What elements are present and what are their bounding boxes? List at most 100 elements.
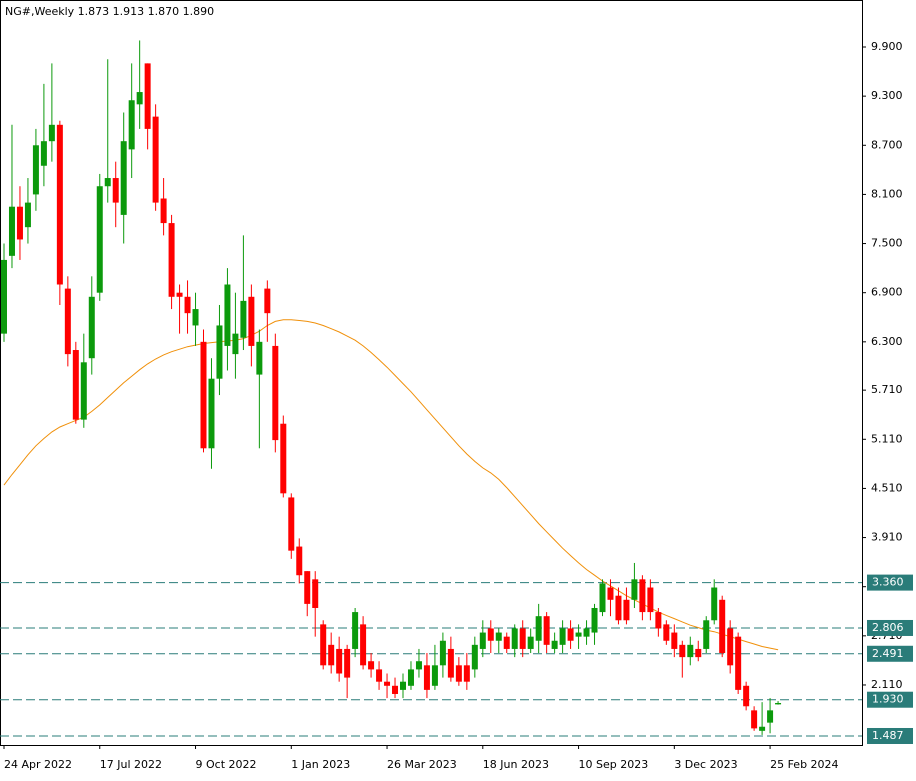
x-tick-label: 17 Jul 2022 (100, 758, 162, 771)
candle-body (767, 710, 774, 723)
candle-body (400, 681, 406, 690)
x-tick-label: 26 Mar 2023 (387, 758, 457, 771)
candle-body (336, 648, 343, 674)
x-tick-label: 9 Oct 2022 (196, 758, 257, 771)
candle-body (487, 628, 494, 641)
level-label-box (867, 574, 913, 591)
candle-body (88, 296, 95, 359)
candle-body (1, 259, 7, 334)
candle-body (775, 702, 782, 705)
candle-body (120, 141, 127, 215)
level-label: 3.360 (872, 576, 904, 589)
candle-body (607, 587, 614, 600)
candle-body (376, 669, 383, 682)
candle-body (208, 378, 215, 449)
candle-body (136, 92, 143, 105)
y-tick-label: 5.110 (871, 432, 903, 445)
candle-body (727, 628, 734, 666)
candle-body (264, 288, 271, 314)
y-tick-label: 7.500 (871, 237, 903, 250)
x-tick-label: 3 Dec 2023 (674, 758, 737, 771)
y-tick-label: 3.910 (871, 531, 903, 544)
candle-body (559, 628, 566, 645)
candle-body (423, 665, 430, 690)
candle-body (40, 141, 47, 166)
candle-body (344, 648, 351, 678)
level-label: 2.806 (872, 621, 904, 634)
candle-body (439, 640, 446, 666)
candle-body (256, 341, 263, 375)
candle-body (455, 665, 462, 682)
candle-body (216, 325, 223, 379)
candle-body (160, 198, 167, 224)
candle-body (112, 178, 119, 203)
candle-body (503, 636, 510, 649)
candle-body (232, 333, 239, 355)
candle-body (48, 124, 55, 142)
y-tick-label: 4.510 (871, 481, 903, 494)
candle-body (240, 300, 247, 338)
level-label-box (867, 691, 913, 708)
x-tick-label: 1 Jan 2023 (291, 758, 350, 771)
y-tick-label: 6.900 (871, 286, 903, 299)
candle-body (695, 648, 702, 658)
candle-body (392, 685, 399, 694)
candle-body (24, 202, 31, 228)
candle-body (72, 350, 79, 420)
candle-body (647, 587, 654, 613)
candle-body (431, 665, 438, 686)
candle-body (759, 726, 766, 731)
candle-body (96, 186, 103, 293)
moving-average (3, 319, 779, 651)
plot-frame (0, 0, 863, 746)
level-label: 1.930 (872, 693, 904, 706)
x-tick-label: 24 Apr 2022 (4, 758, 72, 771)
candle-body (128, 100, 135, 150)
y-tick-label: 8.100 (871, 187, 903, 200)
candle-body (312, 579, 319, 608)
candle-body (176, 292, 183, 297)
y-tick-label: 2.110 (871, 678, 903, 691)
candle-body (599, 583, 606, 613)
candle-body (711, 587, 718, 621)
candle-body (719, 599, 726, 654)
candle-body (32, 145, 39, 195)
candle-body (751, 710, 758, 729)
chart-title: NG#,Weekly 1.873 1.913 1.870 1.890 (5, 5, 214, 18)
candle-body (248, 296, 255, 346)
candle-body (735, 636, 742, 690)
candle-body (296, 546, 303, 576)
candle-body (352, 612, 359, 649)
candle-body (272, 345, 279, 441)
level-label-box (867, 645, 913, 662)
candle-body (567, 628, 574, 641)
candle-body (8, 206, 15, 256)
candle-body (671, 632, 678, 649)
candle-body (384, 681, 391, 686)
candle-body (679, 644, 686, 658)
candle-body (687, 644, 694, 658)
candle-body (407, 669, 414, 686)
candle-body (64, 288, 71, 355)
candle-body (655, 612, 662, 629)
candle-body (328, 644, 335, 666)
x-tick-label: 25 Feb 2024 (770, 758, 838, 771)
candle-body (703, 620, 710, 649)
candle-body (56, 124, 63, 285)
candle-body (511, 628, 518, 649)
x-tick-label: 18 Jun 2023 (483, 758, 549, 771)
candle-body (80, 362, 87, 420)
candle-body (192, 309, 199, 326)
candle-body (463, 665, 470, 682)
candle-body (623, 599, 630, 621)
candle-body (527, 636, 534, 649)
candle-body (479, 632, 486, 649)
candle-body (575, 632, 582, 637)
y-tick-label: 6.300 (871, 335, 903, 348)
candle-body (591, 607, 598, 633)
candle-body (144, 63, 151, 129)
candle-body (663, 624, 670, 641)
candle-body (288, 497, 295, 551)
